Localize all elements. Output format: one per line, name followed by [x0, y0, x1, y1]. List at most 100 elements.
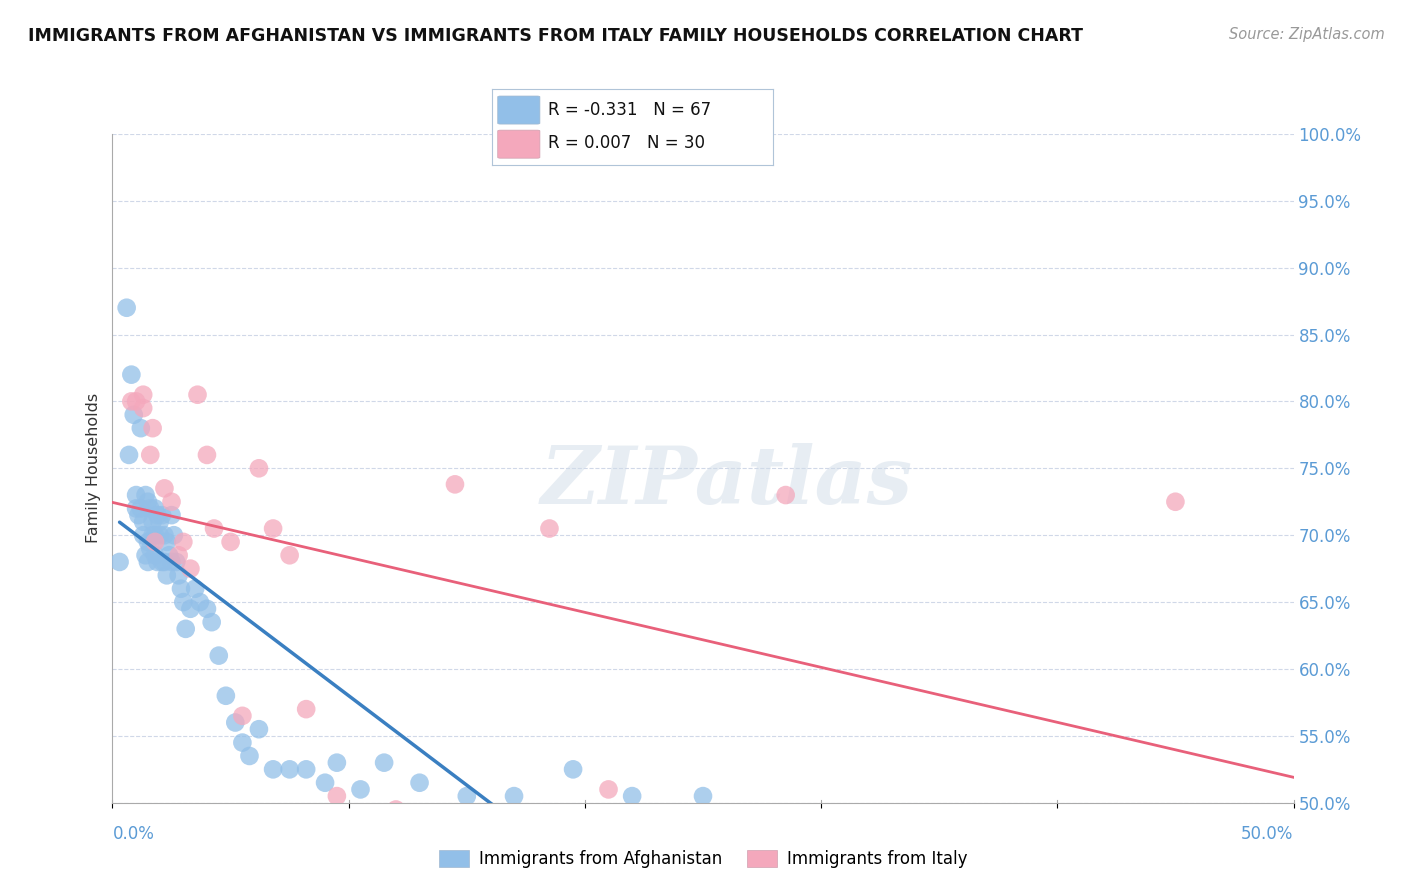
Point: [143, 535, 166, 549]
Text: R = -0.331   N = 67: R = -0.331 N = 67: [548, 101, 711, 119]
Text: Source: ZipAtlas.com: Source: ZipAtlas.com: [1229, 27, 1385, 42]
Point: [408, 775, 430, 790]
Point: [1164, 494, 1187, 508]
Point: [195, 601, 218, 615]
Point: [167, 568, 190, 582]
Point: [538, 522, 561, 536]
Point: [146, 555, 169, 569]
Point: [174, 622, 197, 636]
Point: [132, 401, 155, 416]
FancyBboxPatch shape: [498, 96, 540, 124]
Y-axis label: Family Households: Family Households: [86, 393, 101, 543]
Text: R = 0.007   N = 30: R = 0.007 N = 30: [548, 135, 706, 153]
Point: [385, 803, 408, 817]
Text: ZIPatlas: ZIPatlas: [540, 443, 912, 520]
Point: [142, 515, 165, 529]
Point: [125, 488, 148, 502]
Point: [278, 762, 301, 776]
Point: [165, 555, 187, 569]
Point: [998, 822, 1021, 837]
Point: [179, 601, 201, 615]
Point: [150, 555, 173, 569]
Point: [149, 515, 172, 529]
Point: [135, 488, 157, 502]
Point: [160, 494, 183, 508]
Point: [170, 582, 193, 596]
Point: [278, 548, 301, 563]
Point: [132, 528, 155, 542]
Point: [135, 548, 157, 563]
Point: [157, 548, 180, 563]
Point: [160, 508, 183, 523]
Point: [349, 782, 371, 797]
Point: [122, 408, 145, 422]
Point: [139, 541, 162, 556]
Point: [201, 615, 224, 630]
Point: [146, 508, 169, 523]
Point: [224, 715, 246, 730]
Point: [195, 448, 218, 462]
Point: [692, 789, 714, 803]
Point: [562, 762, 585, 776]
Point: [142, 528, 165, 542]
Point: [326, 756, 349, 770]
Point: [143, 501, 166, 516]
Point: [184, 582, 207, 596]
Point: [172, 535, 194, 549]
Point: [219, 535, 242, 549]
Point: [139, 448, 162, 462]
Point: [115, 301, 138, 315]
Point: [503, 789, 526, 803]
Point: [231, 708, 253, 723]
Point: [129, 421, 152, 435]
Point: [153, 555, 176, 569]
Point: [167, 548, 190, 563]
Point: [108, 555, 131, 569]
Text: 0.0%: 0.0%: [112, 825, 155, 843]
Point: [160, 555, 183, 569]
Point: [621, 789, 644, 803]
Point: [149, 528, 172, 542]
Point: [118, 448, 141, 462]
Point: [444, 477, 467, 491]
Point: [326, 789, 349, 803]
Point: [127, 508, 149, 523]
Point: [136, 494, 159, 508]
Point: [215, 689, 238, 703]
Point: [238, 748, 260, 763]
Point: [262, 762, 284, 776]
Point: [153, 528, 176, 542]
Point: [156, 535, 179, 549]
Point: [231, 735, 253, 749]
Point: [136, 555, 159, 569]
Point: [208, 648, 231, 663]
Point: [120, 368, 142, 382]
Point: [775, 488, 797, 502]
Point: [202, 522, 225, 536]
Point: [143, 548, 166, 563]
Point: [373, 756, 395, 770]
Point: [186, 387, 208, 401]
Point: [150, 508, 173, 523]
Point: [314, 775, 336, 790]
Point: [247, 722, 270, 736]
Point: [172, 595, 194, 609]
Point: [136, 535, 159, 549]
Point: [143, 528, 166, 542]
Point: [668, 815, 690, 830]
Point: [295, 702, 318, 716]
Point: [142, 421, 165, 435]
Point: [125, 394, 148, 409]
Point: [456, 789, 478, 803]
Point: [129, 501, 152, 516]
Point: [125, 501, 148, 516]
Point: [188, 595, 211, 609]
Point: [598, 782, 620, 797]
Point: [153, 482, 176, 496]
Point: [156, 568, 179, 582]
Point: [179, 562, 201, 576]
Text: IMMIGRANTS FROM AFGHANISTAN VS IMMIGRANTS FROM ITALY FAMILY HOUSEHOLDS CORRELATI: IMMIGRANTS FROM AFGHANISTAN VS IMMIGRANT…: [28, 27, 1083, 45]
Text: 50.0%: 50.0%: [1241, 825, 1294, 843]
Legend: Immigrants from Afghanistan, Immigrants from Italy: Immigrants from Afghanistan, Immigrants …: [432, 843, 974, 875]
Point: [132, 515, 155, 529]
